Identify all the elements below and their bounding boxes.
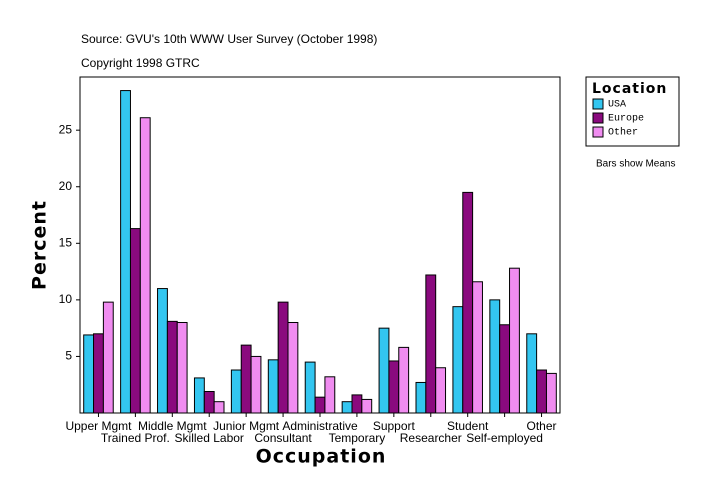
bar [526,333,538,414]
bar [250,355,262,414]
x-tick-label: Skilled Labor [175,431,244,445]
chart-subtitle: Copyright 1998 GTRC [81,56,200,70]
x-tick-label: Researcher [400,431,462,445]
bar [213,401,225,414]
chart-title: Source: GVU's 10th WWW User Survey (Octo… [81,32,377,46]
bar [462,191,474,414]
x-axis-title: Occupation [256,446,387,468]
bar [536,369,547,414]
bar [139,117,151,414]
bar [415,381,427,414]
y-axis-title: Percent [29,200,51,290]
x-tick-label: Middle Mgmt [138,419,207,433]
y-tick-label: 10 [59,292,73,306]
bar [499,324,511,414]
x-tick-label: Administrative [282,419,358,433]
bar [472,281,483,414]
x-tick-label: Student [447,419,489,433]
legend-swatch [592,112,604,124]
bar [489,299,501,414]
x-tick-label: Upper Mgmt [65,419,132,433]
bar [267,359,279,414]
annotation: Bars show Means [596,159,675,170]
bar [304,361,316,414]
y-tick-label: 5 [65,349,72,363]
y-tick-label: 15 [59,235,73,249]
x-tick-label: Other [527,419,557,433]
bar [314,396,326,414]
x-tick-label: Junior Mgmt [213,419,280,433]
x-tick-label: Trained Prof. [101,431,170,445]
x-tick-label: Temporary [329,431,386,445]
bar [176,321,188,414]
bar [129,228,141,414]
bar [509,267,520,414]
bar [93,333,104,414]
bar [240,344,252,414]
bar [83,334,95,414]
legend-label: Europe [608,114,644,125]
bar [435,367,447,414]
y-tick-label: 25 [59,122,73,136]
bar [398,346,410,414]
x-tick-label: Self-employed [466,431,543,445]
bar [341,401,353,414]
bar [361,398,373,414]
bar [388,360,400,414]
bar [277,301,289,414]
bar [120,90,131,414]
bar [425,274,437,414]
legend-label: USA [608,100,626,111]
plot-frame [79,76,561,414]
legend-swatch [592,126,604,138]
x-tick-label: Support [373,419,416,433]
y-tick-label: 20 [59,179,73,193]
bar [157,288,168,414]
bar [193,377,205,414]
bar [287,321,299,414]
bar [378,327,390,414]
bar [102,301,114,414]
bar [351,394,363,414]
bar [545,372,557,414]
bar [452,306,464,414]
bar [230,369,242,414]
legend-label: Other [608,127,638,139]
bar [203,391,215,414]
bar [324,376,336,414]
x-tick-label: Consultant [254,431,312,445]
legend-swatch [592,98,604,110]
legend-title: Location [592,81,667,97]
bar [166,320,178,414]
